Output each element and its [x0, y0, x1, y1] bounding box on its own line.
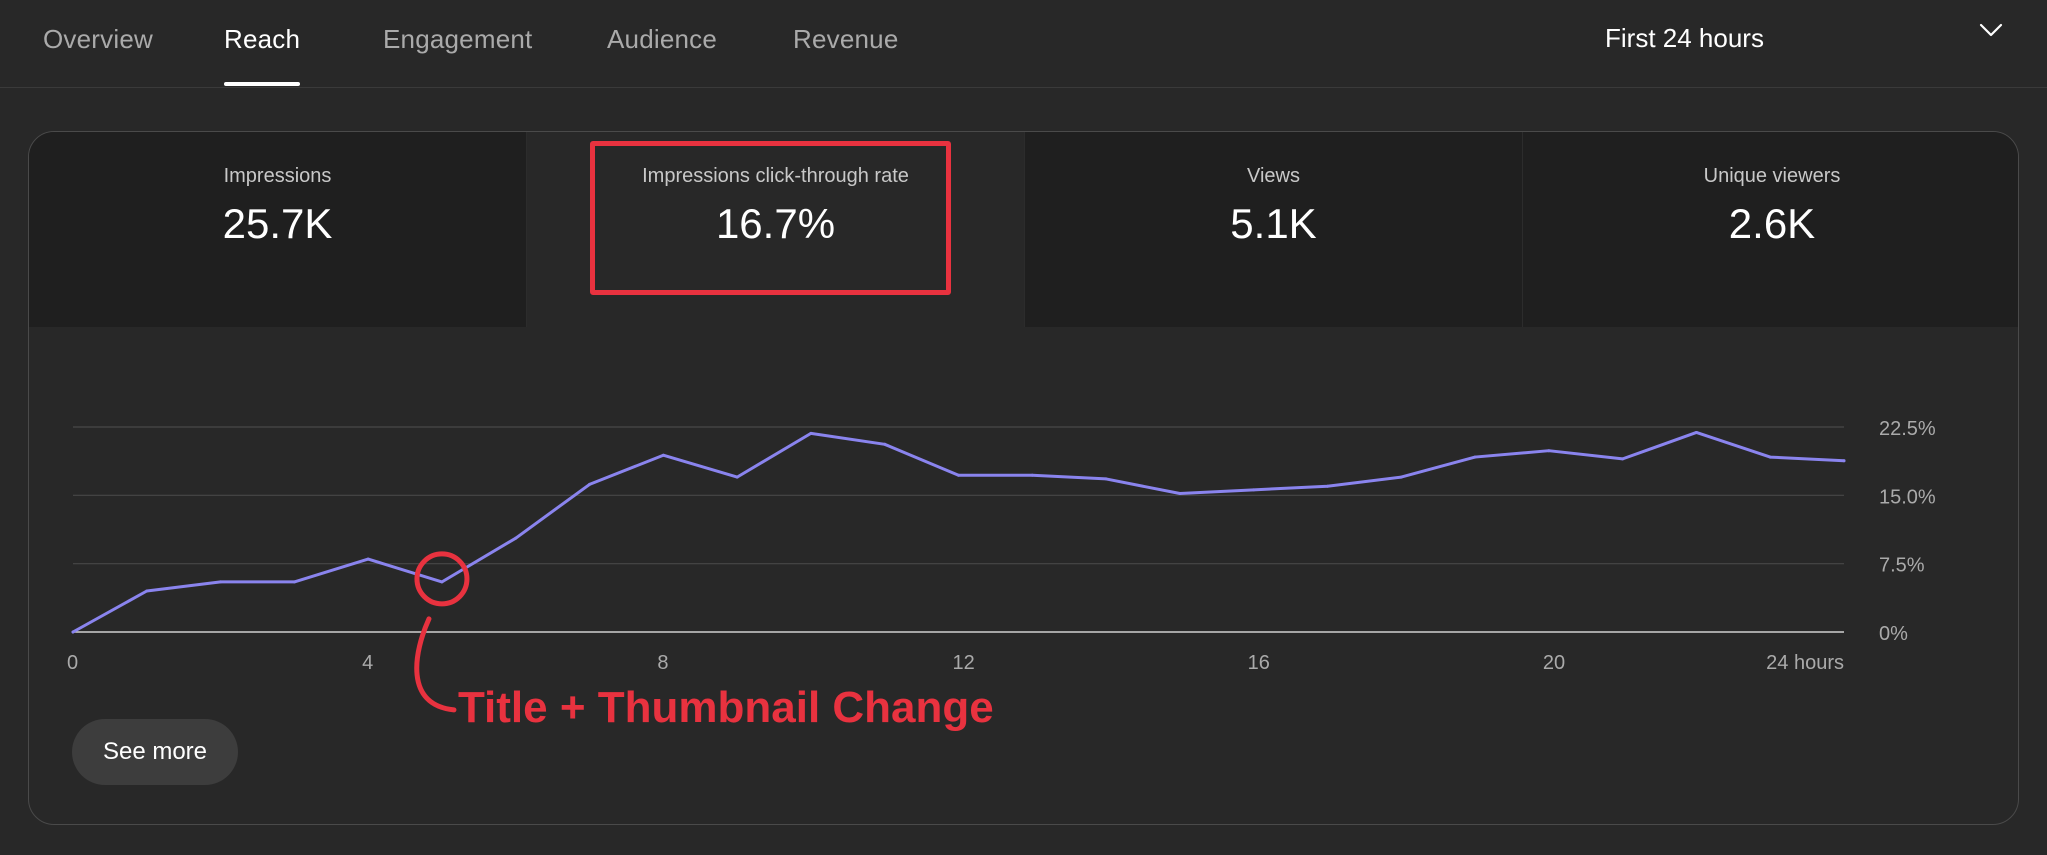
- data-point: [1547, 449, 1551, 453]
- data-point: [1104, 477, 1108, 481]
- data-point: [71, 630, 75, 634]
- data-point: [1030, 473, 1034, 477]
- ctr-line-chart: 0% 7.5% 15.0% 22.5% 0 4 8 12 16 20 24 hours Title +…: [67, 418, 1936, 732]
- tab-overview-label: Overview: [43, 24, 153, 54]
- data-point: [1178, 492, 1182, 496]
- ctr-series-line: [71, 430, 1846, 634]
- data-point: [1473, 455, 1477, 459]
- data-point: [809, 431, 813, 435]
- y-tick-label: 15.0%: [1879, 486, 1936, 508]
- date-range-dropdown[interactable]: First 24 hours: [1560, 8, 2010, 68]
- tab-engagement[interactable]: Engagement: [383, 24, 532, 86]
- data-point: [1399, 475, 1403, 479]
- tab-reach[interactable]: Reach: [224, 24, 301, 86]
- tab-bar: Overview Reach Engagement Audience Reven…: [0, 0, 2047, 88]
- reach-card: Impressions 25.7K Impressions click-thro…: [28, 131, 2019, 825]
- tab-revenue[interactable]: Revenue: [793, 24, 898, 86]
- data-point: [883, 442, 887, 446]
- data-point: [366, 557, 370, 561]
- data-point: [440, 580, 444, 584]
- data-point: [1768, 455, 1772, 459]
- metric-ctr-label: Impressions click-through rate: [642, 165, 909, 187]
- data-point: [219, 580, 223, 584]
- data-point: [1252, 488, 1256, 492]
- metric-impressions-value: 25.7K: [222, 200, 333, 247]
- tab-audience[interactable]: Audience: [607, 24, 717, 86]
- annotation-circle: [414, 551, 470, 607]
- tab-audience-label: Audience: [607, 24, 718, 54]
- x-tick-label: 0: [67, 652, 78, 674]
- metric-impressions[interactable]: Impressions 25.7K: [29, 132, 527, 327]
- x-tick-label: 20: [1543, 652, 1565, 674]
- see-more-button[interactable]: See more: [72, 719, 238, 785]
- date-range-label: First 24 hours: [1605, 23, 1764, 53]
- data-point: [145, 589, 149, 593]
- data-point: [1325, 484, 1329, 488]
- metric-views-label: Views: [1247, 165, 1300, 187]
- y-tick-label: 22.5%: [1879, 418, 1936, 440]
- chevron-down-icon: [1979, 23, 2003, 37]
- metric-views-value: 5.1K: [1230, 200, 1317, 247]
- annotation-pointer-line: [414, 616, 457, 713]
- annotation-label: Title + Thumbnail Change: [458, 683, 994, 732]
- x-tick-label: 24 hours: [1766, 652, 1844, 674]
- metric-unique-viewers[interactable]: Unique viewers 2.6K: [1523, 132, 2018, 327]
- y-tick-label: 0%: [1879, 623, 1908, 645]
- metric-views[interactable]: Views 5.1K: [1025, 132, 1523, 327]
- data-point: [1842, 459, 1846, 463]
- y-tick-label: 7.5%: [1879, 555, 1925, 577]
- data-point: [957, 473, 960, 477]
- data-point: [735, 475, 739, 479]
- metric-impressions-label: Impressions: [223, 165, 332, 187]
- data-point: [1621, 457, 1625, 461]
- x-tick-label: 12: [953, 652, 975, 674]
- tab-revenue-label: Revenue: [793, 24, 899, 54]
- ctr-highlight-box: [590, 141, 951, 295]
- tab-reach-label: Reach: [224, 24, 301, 54]
- data-point: [292, 580, 296, 584]
- active-tab-indicator: [224, 82, 301, 86]
- metric-unique-viewers-label: Unique viewers: [1703, 165, 1841, 187]
- x-tick-label: 16: [1248, 652, 1270, 674]
- metric-ctr-value: 16.7%: [715, 200, 836, 247]
- x-tick-label: 4: [362, 652, 373, 674]
- tab-engagement-label: Engagement: [383, 24, 533, 54]
- metric-unique-viewers-value: 2.6K: [1728, 200, 1816, 247]
- data-point: [588, 482, 592, 486]
- data-point: [514, 536, 518, 540]
- tab-overview[interactable]: Overview: [43, 24, 153, 86]
- x-tick-label: 8: [657, 652, 668, 674]
- data-point: [661, 453, 665, 457]
- data-point: [1694, 430, 1698, 434]
